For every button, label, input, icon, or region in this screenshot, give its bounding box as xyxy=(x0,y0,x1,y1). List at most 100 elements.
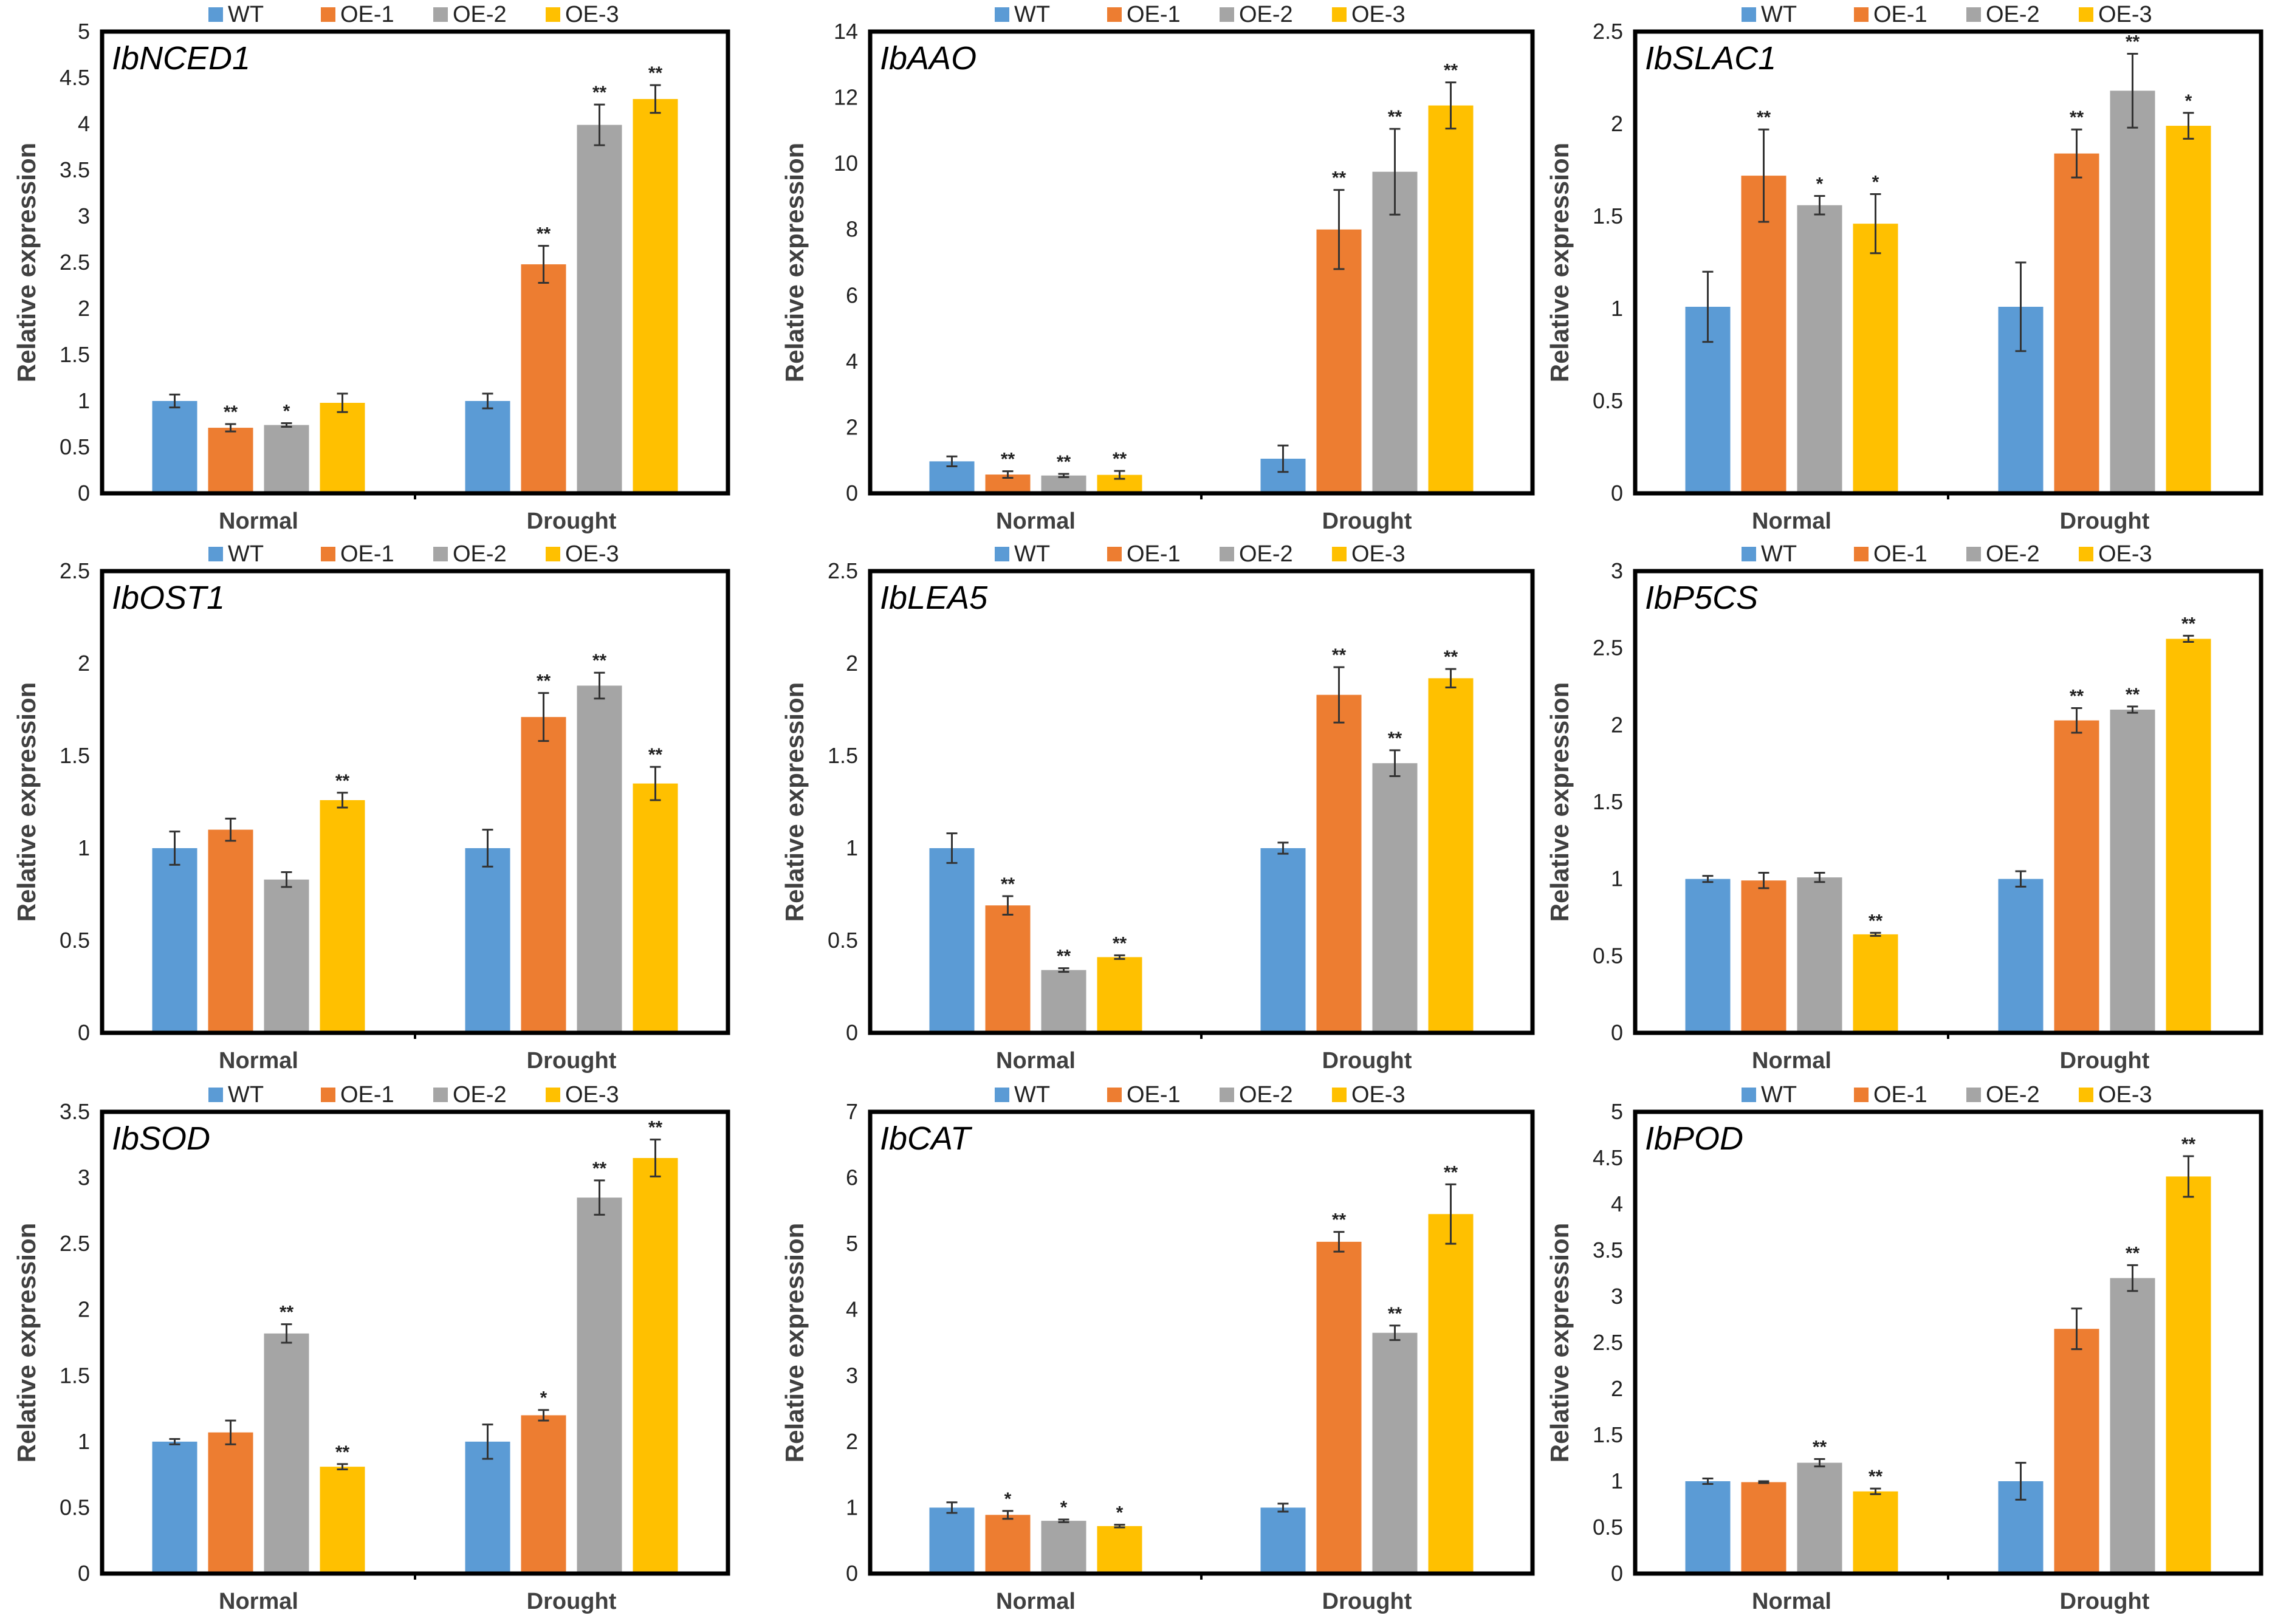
y-tick-label: 2 xyxy=(78,296,90,321)
legend-swatch-oe-2 xyxy=(433,547,448,561)
bar-oe-3-normal xyxy=(320,403,365,493)
chart-panel-ibnced1: WT OE-1 OE-2 OE-3 0 0.5 1 1.5 2 2.5 3 3.5 4 4.5 5 Relat… xyxy=(12,2,730,534)
bar-oe-2-normal xyxy=(1797,1462,1842,1574)
bar-oe-1-drought xyxy=(2054,720,2099,1033)
bar-oe-2-drought xyxy=(577,685,622,1033)
significance-marker: ** xyxy=(1444,61,1458,81)
legend-swatch-oe-1 xyxy=(1107,1088,1122,1102)
panel-title: IbSOD xyxy=(112,1120,210,1157)
legend-swatch-oe-2 xyxy=(433,1088,448,1102)
significance-marker: ** xyxy=(537,224,551,244)
panel-title: IbOST1 xyxy=(112,580,225,616)
legend-label-oe-1: OE-1 xyxy=(1873,541,1927,567)
legend-swatch-oe-1 xyxy=(1107,7,1122,22)
y-tick-label: 5 xyxy=(78,19,90,44)
significance-marker: * xyxy=(283,401,290,421)
y-tick-label: 1.5 xyxy=(1593,204,1623,228)
bar-oe-2-normal xyxy=(1041,475,1086,493)
y-tick-label: 0 xyxy=(78,1561,90,1586)
legend-swatch-wt xyxy=(995,7,1009,22)
y-tick-label: 0 xyxy=(78,481,90,505)
significance-marker: ** xyxy=(1388,107,1402,127)
significance-marker: * xyxy=(1060,1498,1068,1518)
bar-oe-3-normal xyxy=(1853,224,1898,493)
significance-marker: ** xyxy=(280,1303,294,1323)
legend-swatch-oe-2 xyxy=(1966,1088,1981,1102)
significance-marker: ** xyxy=(592,651,607,671)
legend-label-oe-1: OE-1 xyxy=(1127,541,1181,567)
legend-swatch-oe-3 xyxy=(546,1088,560,1102)
bar-oe-3-normal xyxy=(1853,1491,1898,1574)
y-tick-label: 2.5 xyxy=(60,250,90,275)
legend-swatch-oe-3 xyxy=(1332,7,1347,22)
chart-panel-ibcat: WT OE-1 OE-2 OE-3 0 1 2 3 4 5 6 7 Relative expressio… xyxy=(780,1082,1535,1614)
y-tick-label: 1 xyxy=(1611,296,1623,321)
x-category-label: Drought xyxy=(1322,1048,1412,1074)
y-tick-label: 1 xyxy=(846,1495,858,1520)
panel-title: IbLEA5 xyxy=(880,580,988,616)
x-category-label: Drought xyxy=(2060,509,2150,534)
legend-label-wt: WT xyxy=(228,2,264,27)
bar-oe-3-drought xyxy=(1428,678,1474,1033)
bar-oe-1-normal xyxy=(1741,880,1786,1033)
y-tick-label: 4.5 xyxy=(60,65,90,90)
y-tick-label: 2 xyxy=(846,651,858,676)
bar-oe-2-normal xyxy=(1041,970,1086,1033)
y-tick-label: 2 xyxy=(1611,111,1623,136)
significance-marker: ** xyxy=(1057,947,1071,967)
legend-swatch-oe-3 xyxy=(2079,1088,2093,1102)
x-category-label: Normal xyxy=(996,1048,1076,1074)
legend-label-oe-3: OE-3 xyxy=(2098,1082,2152,1108)
y-tick-label: 14 xyxy=(834,19,858,44)
y-tick-label: 2.5 xyxy=(1593,19,1623,44)
legend-label-wt: WT xyxy=(1014,2,1050,27)
legend-swatch-oe-2 xyxy=(433,7,448,22)
y-tick-label: 1.5 xyxy=(1593,1422,1623,1447)
legend-label-oe-3: OE-3 xyxy=(1351,541,1405,567)
legend-swatch-oe-3 xyxy=(2079,7,2093,22)
legend-label-oe-2: OE-2 xyxy=(1239,1082,1293,1108)
y-axis-title: Relative expression xyxy=(1545,143,1574,383)
bar-oe-2-drought xyxy=(2110,1278,2155,1574)
bar-wt-normal xyxy=(1685,879,1731,1033)
significance-marker: ** xyxy=(1001,450,1015,470)
y-tick-label: 1.5 xyxy=(60,743,90,768)
y-axis-title: Relative expression xyxy=(780,143,809,383)
bar-oe-3-drought xyxy=(633,783,678,1033)
legend-label-oe-3: OE-3 xyxy=(565,2,619,27)
plot-frame xyxy=(1633,29,2263,496)
y-axis-title: Relative expression xyxy=(1545,682,1574,922)
y-tick-label: 6 xyxy=(846,283,858,307)
x-category-label: Drought xyxy=(2060,1048,2150,1074)
y-tick-label: 4 xyxy=(78,111,90,136)
bar-wt-normal xyxy=(152,1441,197,1574)
y-tick-label: 0.5 xyxy=(60,1495,90,1520)
legend-label-oe-3: OE-3 xyxy=(1351,1082,1405,1108)
legend-swatch-oe-2 xyxy=(1220,1088,1234,1102)
y-tick-label: 0.5 xyxy=(828,928,858,953)
legend-swatch-oe-2 xyxy=(1966,547,1981,561)
legend-label-wt: WT xyxy=(1014,1082,1050,1108)
y-tick-label: 1 xyxy=(78,388,90,413)
bar-oe-2-drought xyxy=(2110,710,2155,1033)
plot-frame xyxy=(1633,1109,2263,1576)
legend-label-oe-3: OE-3 xyxy=(2098,2,2152,27)
bar-wt-normal xyxy=(152,848,197,1033)
significance-marker: ** xyxy=(1813,1437,1827,1458)
legend-label-oe-2: OE-2 xyxy=(1239,2,1293,27)
legend-swatch-oe-1 xyxy=(1854,7,1869,22)
significance-marker: * xyxy=(1004,1489,1012,1509)
legend-swatch-oe-1 xyxy=(321,7,335,22)
y-tick-label: 0 xyxy=(1611,481,1623,505)
y-tick-label: 1.5 xyxy=(60,1363,90,1388)
bar-oe-1-drought xyxy=(1316,229,1362,493)
x-category-label: Normal xyxy=(1752,1048,1831,1074)
legend-swatch-oe-3 xyxy=(1332,1088,1347,1102)
legend-label-oe-1: OE-1 xyxy=(1127,1082,1181,1108)
panel-title: IbPOD xyxy=(1645,1120,1743,1157)
bar-wt-normal xyxy=(1685,1481,1731,1574)
significance-marker: ** xyxy=(1332,645,1347,665)
significance-marker: ** xyxy=(648,745,663,765)
bar-oe-1-drought xyxy=(521,1415,566,1574)
significance-marker: ** xyxy=(1388,728,1402,749)
